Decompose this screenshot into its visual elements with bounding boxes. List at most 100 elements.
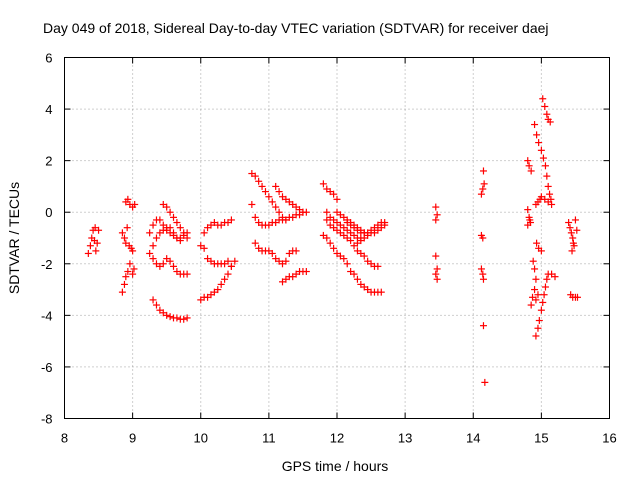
data-point xyxy=(323,234,331,242)
data-point xyxy=(149,221,157,229)
data-point xyxy=(534,291,542,299)
data-point xyxy=(275,188,283,196)
data-point xyxy=(541,162,549,170)
series-arc-02 xyxy=(118,260,138,296)
data-point xyxy=(374,262,382,270)
data-point xyxy=(173,314,181,322)
data-point xyxy=(569,239,577,247)
y-tick-label: -2 xyxy=(41,257,53,272)
data-point xyxy=(568,247,576,255)
data-point xyxy=(183,270,191,278)
x-axis-label: GPS time / hours xyxy=(282,458,389,474)
data-point xyxy=(166,224,174,232)
data-point xyxy=(323,208,331,216)
data-point xyxy=(265,193,273,201)
x-tick-label: 8 xyxy=(61,431,68,446)
series-arc-28 xyxy=(527,257,542,309)
data-point xyxy=(543,172,551,180)
data-point xyxy=(126,260,134,268)
data-point xyxy=(166,313,174,321)
data-point xyxy=(569,234,577,242)
data-point xyxy=(170,229,177,237)
data-point xyxy=(323,216,331,224)
data-point xyxy=(251,213,259,221)
series-arc-15 xyxy=(251,239,300,268)
x-tick-label: 13 xyxy=(398,431,412,446)
data-point xyxy=(479,270,487,278)
data-point xyxy=(531,265,539,273)
data-point xyxy=(152,234,160,242)
data-point xyxy=(477,265,485,273)
series-arc-10 xyxy=(197,257,239,304)
data-point xyxy=(343,260,351,268)
data-point xyxy=(200,229,208,237)
series-arc-03 xyxy=(118,224,137,255)
data-point xyxy=(146,249,154,257)
series-arc-12 xyxy=(197,216,235,250)
data-point xyxy=(268,198,276,206)
data-point xyxy=(567,229,575,237)
data-point xyxy=(163,203,171,211)
x-tick-label: 14 xyxy=(466,431,480,446)
data-point xyxy=(573,226,581,234)
data-point xyxy=(214,286,222,294)
data-point xyxy=(170,213,177,221)
data-point xyxy=(524,206,532,214)
data-point xyxy=(381,221,389,229)
series-arc-29 xyxy=(531,121,555,203)
data-point xyxy=(129,247,137,255)
data-point xyxy=(480,180,488,188)
data-point xyxy=(258,182,266,190)
data-point xyxy=(180,229,188,237)
data-point xyxy=(227,262,235,270)
data-point xyxy=(93,239,101,247)
data-point xyxy=(432,203,440,211)
data-point xyxy=(479,167,487,175)
data-point xyxy=(534,324,542,332)
data-point xyxy=(527,301,535,309)
data-point xyxy=(527,167,535,175)
data-point xyxy=(571,216,579,224)
series-arc-05 xyxy=(149,296,191,323)
series-arc-17 xyxy=(279,268,310,286)
data-points xyxy=(84,95,581,386)
data-point xyxy=(149,242,157,250)
series-arc-13 xyxy=(248,170,290,224)
data-point xyxy=(551,273,559,281)
data-point xyxy=(360,252,368,260)
y-tick-label: 4 xyxy=(45,102,52,117)
data-point xyxy=(170,262,177,270)
data-point xyxy=(261,188,269,196)
data-point xyxy=(539,298,547,306)
data-point xyxy=(479,234,487,242)
chart-title: Day 049 of 2018, Sidereal Day-to-day VTE… xyxy=(43,20,549,36)
data-point xyxy=(479,185,487,193)
data-point xyxy=(248,200,256,208)
series-arc-04 xyxy=(122,195,139,211)
x-tick-label: 11 xyxy=(262,431,276,446)
data-point xyxy=(537,146,545,154)
data-point xyxy=(432,270,440,278)
data-point xyxy=(166,257,174,265)
series-arc-20 xyxy=(323,208,365,242)
y-tick-label: 0 xyxy=(45,205,52,220)
data-point xyxy=(129,270,137,278)
data-point xyxy=(532,296,540,304)
series-arc-08 xyxy=(149,224,184,250)
data-point xyxy=(544,182,552,190)
data-point xyxy=(481,378,489,386)
data-point xyxy=(149,296,157,304)
data-point xyxy=(292,247,300,255)
data-point xyxy=(122,273,130,281)
data-point xyxy=(251,239,259,247)
data-point xyxy=(221,275,229,283)
data-point xyxy=(546,190,554,198)
data-point xyxy=(183,314,191,322)
series-arc-09 xyxy=(159,200,191,242)
data-point xyxy=(299,208,307,216)
data-point xyxy=(326,239,334,247)
data-point xyxy=(180,315,188,323)
series-arc-32 xyxy=(539,95,554,126)
x-tick-label: 9 xyxy=(129,431,136,446)
